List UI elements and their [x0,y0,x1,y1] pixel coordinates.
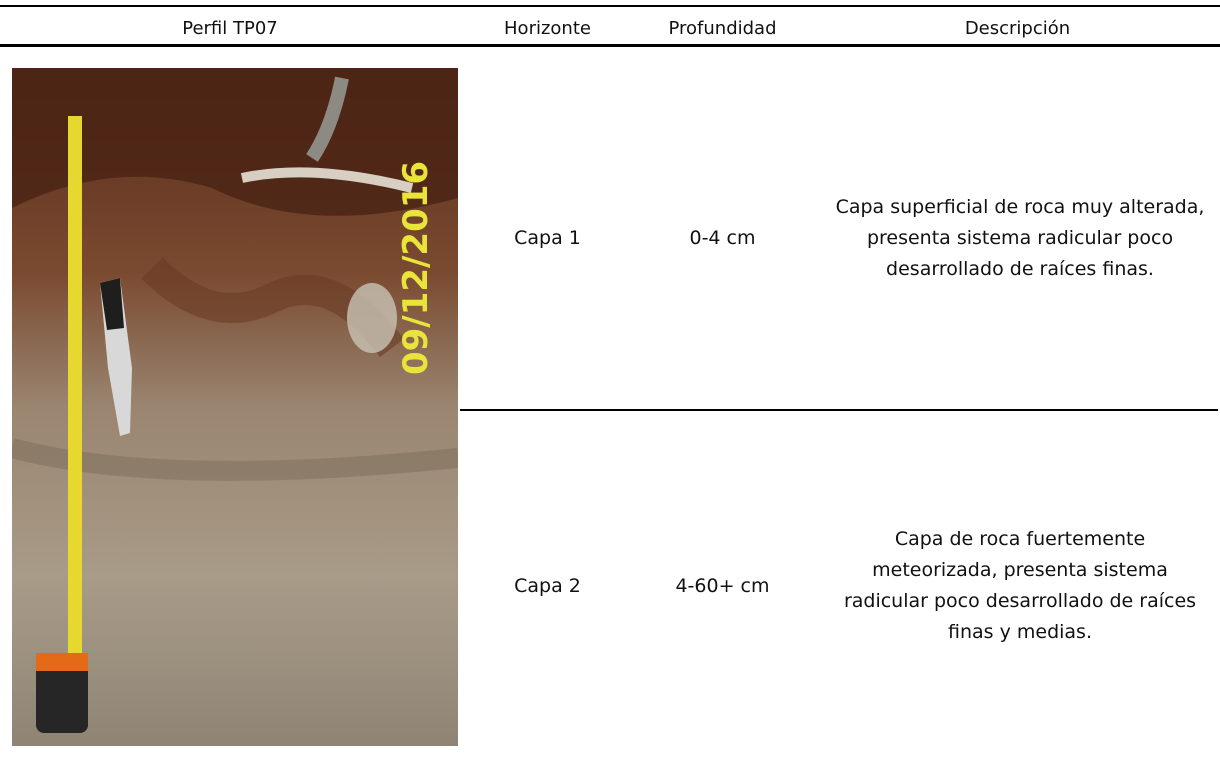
description-cell: Capa de roca fuertemente meteorizada, pr… [843,528,1197,643]
soil-photo: 09/12/2016 [12,68,458,746]
header-cell: Descripción [964,17,1071,39]
header-cell: Perfil TP07 [182,17,278,39]
horizon-cell: Capa 2 [514,574,581,597]
row-rule [460,409,1218,411]
header-cell: Horizonte [504,17,591,39]
date-stamp: 09/12/2016 [396,161,436,375]
top-rule [0,5,1220,7]
depth-cell: 0-4 cm [689,226,756,249]
depth-cell: 4-60+ cm [675,574,770,597]
description-cell: Capa superficial de roca muy alterada, p… [835,195,1205,280]
horizon-cell: Capa 1 [514,226,581,249]
header-cell: Profundidad [668,17,777,39]
header-rule [0,44,1220,47]
